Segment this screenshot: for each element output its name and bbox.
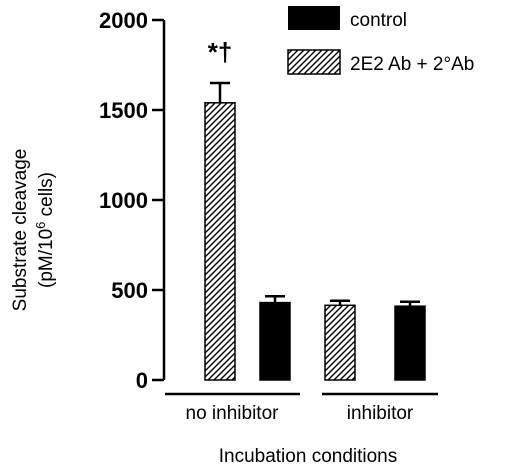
bar-control — [394, 305, 426, 381]
y-tick-label: 2000 — [99, 8, 148, 33]
y-tick-label: 0 — [136, 368, 148, 393]
bar-2e2 — [324, 304, 356, 381]
y-axis-title-line2: (pM/106 cells) — [33, 172, 57, 288]
legend-swatch-control — [288, 6, 340, 30]
x-axis-title: Incubation conditions — [219, 446, 398, 467]
legend-label-control: control — [350, 10, 407, 31]
bar-2e2 — [204, 102, 236, 381]
y-axis-title-line1: Substrate cleavage — [10, 149, 31, 312]
x-axis: no inhibitor inhibitor — [165, 392, 438, 424]
y-axis: 0 500 1000 1500 2000 — [99, 8, 166, 393]
y-tick-label: 1500 — [99, 98, 148, 123]
significance-annotation: *† — [208, 37, 233, 67]
y-axis-title-unit-suffix: cells) — [36, 172, 57, 222]
y-tick-label: 500 — [111, 278, 148, 303]
y-axis-title-unit-sup: 6 — [33, 222, 48, 229]
y-tick-label: 1000 — [99, 188, 148, 213]
bars — [204, 81, 426, 381]
legend-swatch-2e2 — [287, 49, 341, 75]
y-axis-title-unit-prefix: (pM/10 — [36, 229, 57, 288]
x-category-label: inhibitor — [347, 403, 414, 424]
legend-label-2e2: 2E2 Ab + 2°Ab — [350, 54, 474, 75]
x-category-label: no inhibitor — [186, 403, 280, 424]
legend: control 2E2 Ab + 2°Ab — [287, 6, 474, 75]
bar-control — [259, 301, 291, 381]
